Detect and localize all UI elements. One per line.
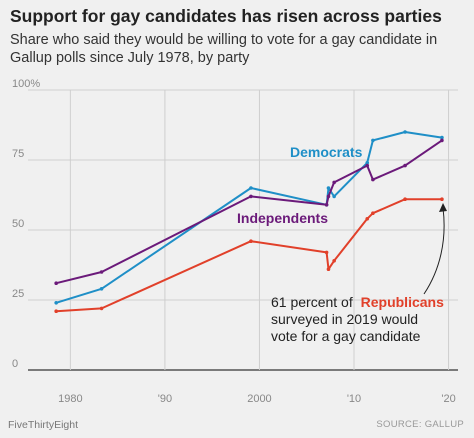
series-line-democrats bbox=[55, 131, 443, 304]
data-point-independents bbox=[99, 270, 104, 274]
annotations: Democrats Independents 61 percent of Rep… bbox=[237, 144, 447, 344]
data-point-democrats bbox=[332, 194, 336, 199]
data-point-democrats bbox=[403, 130, 407, 134]
annotation-arrow bbox=[423, 207, 445, 295]
data-point-independents bbox=[332, 180, 336, 185]
data-point-republicans bbox=[99, 306, 104, 311]
data-point-independents bbox=[326, 194, 331, 199]
data-point-democrats bbox=[371, 138, 375, 143]
data-point-democrats bbox=[99, 287, 104, 291]
republicans-note-highlight: Republicans bbox=[361, 294, 444, 310]
y-tick-label: 0 bbox=[12, 358, 18, 370]
data-point-republicans bbox=[440, 197, 444, 201]
x-tick-label: 2000 bbox=[247, 393, 271, 405]
y-tick-label: 100% bbox=[12, 78, 40, 90]
democrats-label: Democrats bbox=[290, 144, 363, 160]
data-point-democrats bbox=[326, 186, 331, 190]
data-point-republicans bbox=[403, 197, 407, 201]
y-tick-label: 75 bbox=[12, 148, 24, 160]
x-tick-label: '20 bbox=[441, 393, 455, 405]
chart-title: Support for gay candidates has risen acr… bbox=[10, 6, 442, 26]
data-point-independents bbox=[371, 177, 375, 182]
data-point-republicans bbox=[249, 239, 253, 243]
republicans-note-line1: 61 percent of Republicans bbox=[271, 294, 444, 310]
data-point-democrats bbox=[365, 161, 370, 165]
republicans-note-prefix: 61 percent of bbox=[271, 294, 353, 310]
data-point-democrats bbox=[54, 301, 58, 305]
data-point-republicans bbox=[365, 217, 370, 221]
data-point-independents bbox=[440, 138, 444, 143]
independents-label: Independents bbox=[237, 210, 328, 226]
republicans-note-line2: surveyed in 2019 would bbox=[271, 311, 418, 327]
data-point-republicans bbox=[324, 250, 329, 255]
data-point-independents bbox=[365, 163, 370, 168]
chart-subtitle: Share who said they would be willing to … bbox=[10, 32, 438, 66]
x-tick-label: 1980 bbox=[58, 393, 82, 405]
republicans-note-line3: vote for a gay candidate bbox=[271, 328, 421, 344]
annotation-arrowhead bbox=[439, 203, 447, 212]
data-point-independents bbox=[249, 194, 253, 199]
brand-label: FiveThirtyEight bbox=[8, 419, 79, 431]
x-tick-label: '90 bbox=[158, 393, 172, 405]
data-point-republicans bbox=[54, 309, 58, 314]
data-point-independents bbox=[54, 281, 58, 286]
data-point-republicans bbox=[332, 259, 336, 263]
x-tick-label: '10 bbox=[347, 393, 361, 405]
series-line-independents bbox=[55, 139, 443, 285]
y-tick-label: 50 bbox=[12, 218, 24, 230]
data-point-democrats bbox=[440, 135, 444, 140]
data-point-democrats bbox=[249, 186, 253, 190]
data-point-republicans bbox=[371, 211, 375, 215]
source-label: SOURCE: GALLUP bbox=[376, 419, 464, 430]
y-tick-label: 25 bbox=[12, 288, 24, 300]
data-point-independents bbox=[324, 203, 329, 207]
data-point-republicans bbox=[326, 267, 331, 272]
gridlines: 0 25 50 75 100% 1980 '90 2000 '10 '20 bbox=[12, 78, 458, 405]
series-lines bbox=[54, 130, 444, 314]
data-point-independents bbox=[403, 163, 407, 168]
series-line-republicans bbox=[56, 198, 442, 313]
